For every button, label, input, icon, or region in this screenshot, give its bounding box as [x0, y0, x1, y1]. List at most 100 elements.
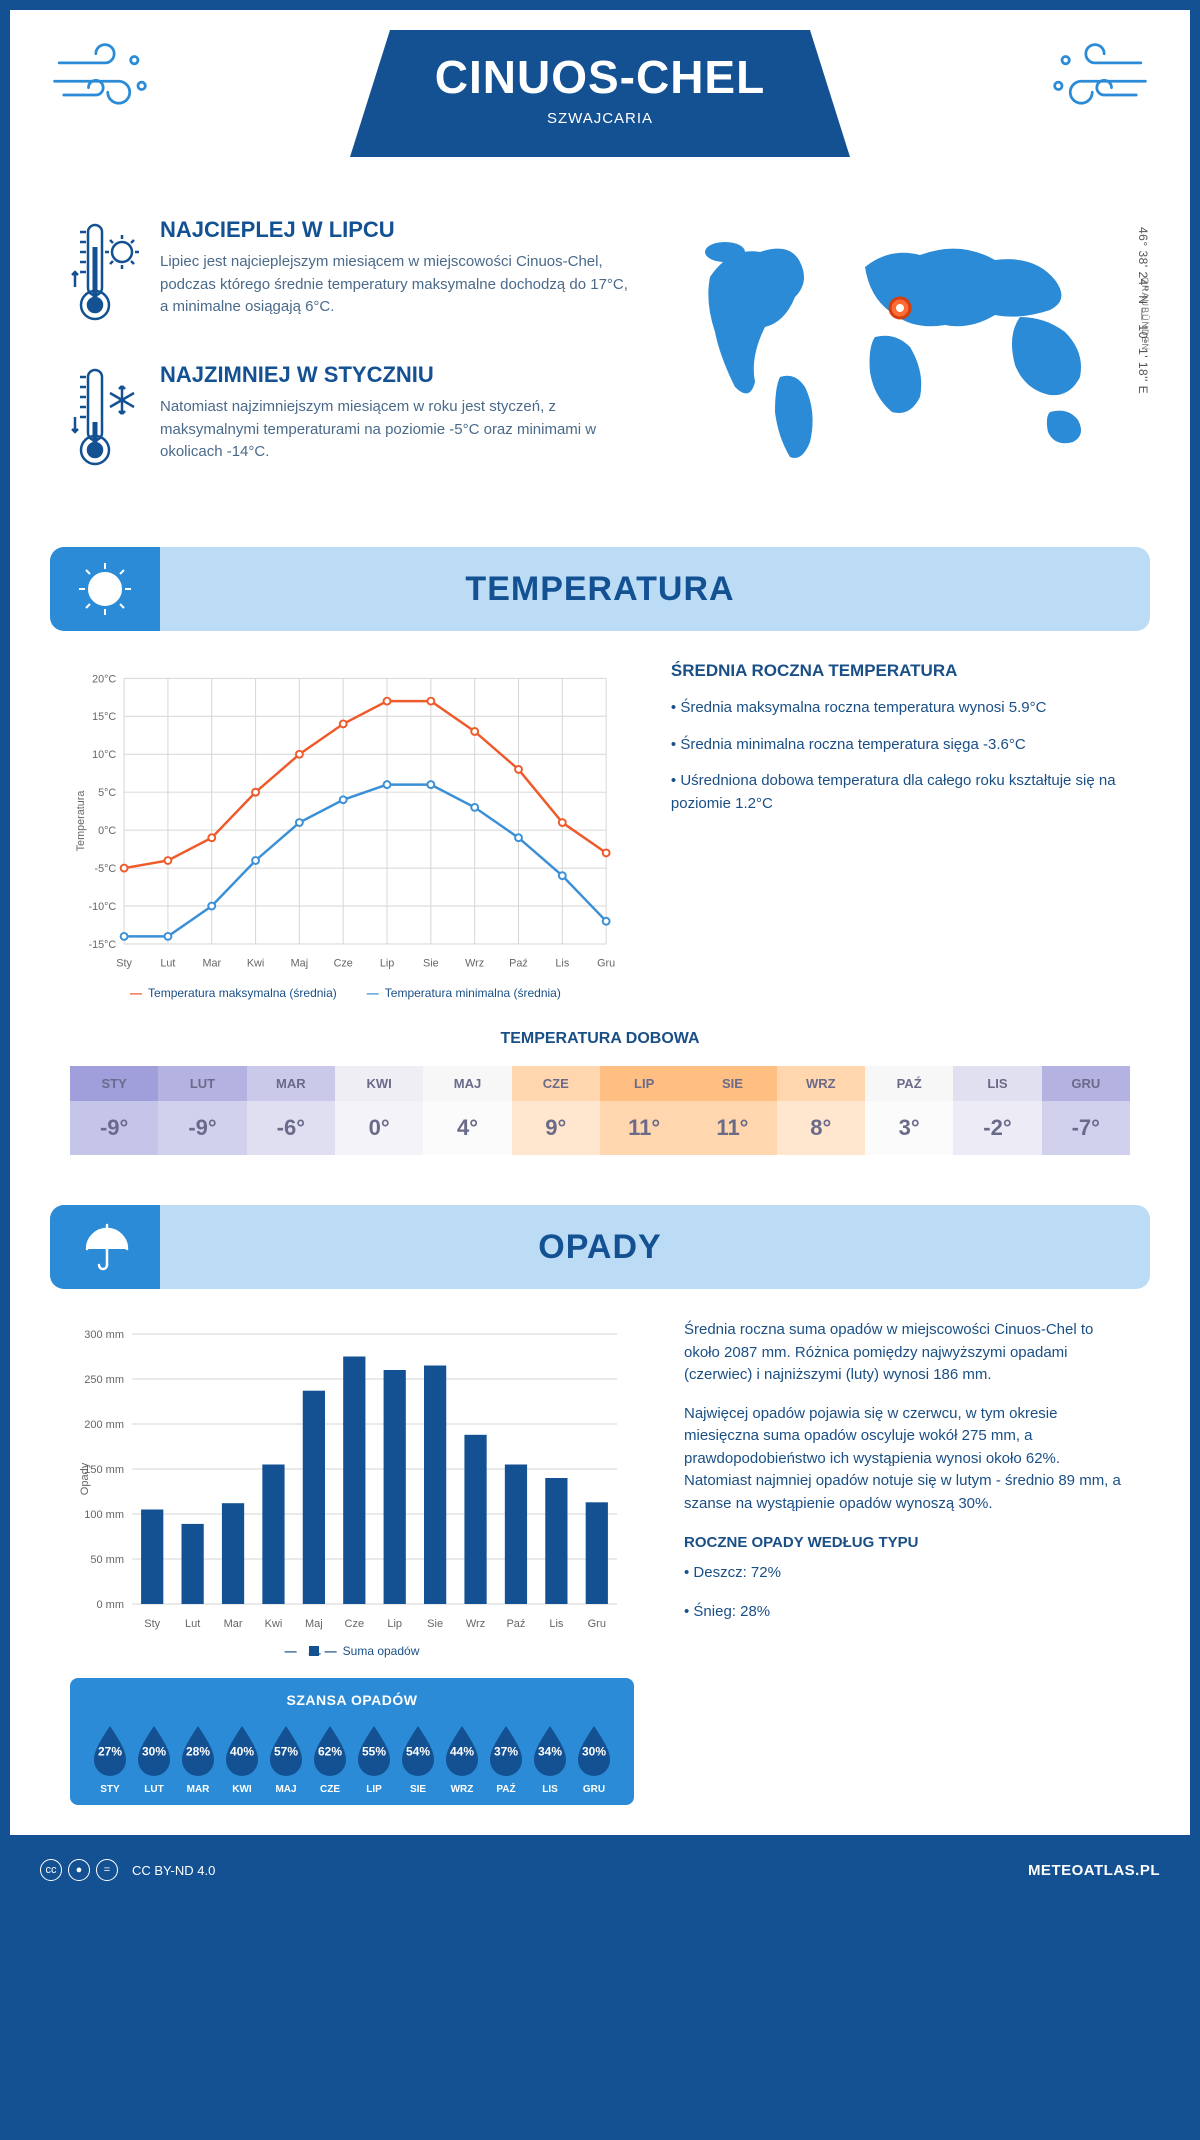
svg-text:Wrz: Wrz — [465, 958, 484, 970]
svg-text:100 mm: 100 mm — [84, 1509, 124, 1521]
temperature-section-header: TEMPERATURA — [50, 547, 1150, 631]
chance-value: 62% — [318, 1744, 342, 1758]
coldest-heading: NAJZIMNIEJ W STYCZNIU — [160, 362, 630, 388]
daily-temp-cell: MAR-6° — [247, 1066, 335, 1155]
precipitation-title: OPADY — [538, 1228, 661, 1267]
chance-month: SIE — [396, 1784, 440, 1795]
daily-temp-value: 11° — [600, 1101, 688, 1155]
page-subtitle: SZWAJCARIA — [430, 110, 770, 127]
daily-temp-value: 4° — [423, 1101, 511, 1155]
chance-drop: 55%LIP — [352, 1722, 396, 1795]
chance-drop: 44%WRZ — [440, 1722, 484, 1795]
title-banner: CINUOS-CHEL SZWAJCARIA — [350, 30, 850, 157]
daily-temp-cell: PAŹ3° — [865, 1066, 953, 1155]
temp-stats-heading: ŚREDNIA ROCZNA TEMPERATURA — [671, 661, 1130, 681]
sun-icon — [50, 547, 160, 631]
legend-min: Temperatura minimalna (średnia) — [367, 986, 561, 1000]
chance-value: 30% — [142, 1744, 166, 1758]
chance-value: 34% — [538, 1744, 562, 1758]
daily-temp-cell: WRZ8° — [777, 1066, 865, 1155]
svg-text:Lut: Lut — [185, 1618, 200, 1630]
daily-heading: TEMPERATURA DOBOWA — [70, 1030, 1130, 1048]
svg-text:Paź: Paź — [506, 1618, 525, 1630]
chance-value: 30% — [582, 1744, 606, 1758]
svg-text:Gru: Gru — [588, 1618, 606, 1630]
chance-month: CZE — [308, 1784, 352, 1795]
daily-temp-value: -7° — [1042, 1101, 1130, 1155]
temperature-legend: Temperatura maksymalna (średnia) Tempera… — [70, 986, 621, 1000]
temp-stat-line: • Średnia minimalna roczna temperatura s… — [671, 734, 1130, 757]
svg-text:Lip: Lip — [380, 958, 394, 970]
daily-temp-value: 9° — [512, 1101, 600, 1155]
daily-temp-cell: LUT-9° — [158, 1066, 246, 1155]
daily-temp-cell: STY-9° — [70, 1066, 158, 1155]
svg-text:Lis: Lis — [549, 1618, 564, 1630]
daily-month-label: GRU — [1042, 1066, 1130, 1101]
nd-icon: = — [96, 1859, 118, 1881]
precip-type-line: • Śnieg: 28% — [684, 1601, 1130, 1624]
umbrella-icon — [50, 1205, 160, 1289]
chance-value: 27% — [98, 1744, 122, 1758]
thermometer-hot-icon — [70, 217, 140, 332]
chance-drop: 54%SIE — [396, 1722, 440, 1795]
daily-month-label: LIS — [953, 1066, 1041, 1101]
svg-text:Cze: Cze — [334, 958, 353, 970]
legend-sum: Suma opadów — [285, 1644, 420, 1658]
chance-month: KWI — [220, 1784, 264, 1795]
svg-text:Mar: Mar — [202, 958, 221, 970]
svg-text:10°C: 10°C — [92, 749, 116, 761]
daily-temp-value: 8° — [777, 1101, 865, 1155]
wind-icon — [1040, 40, 1150, 120]
world-map: GRAUBÜNDEN 46° 38' 24'' N — 10° 1' 18'' … — [670, 217, 1130, 507]
daily-temp-cell: GRU-7° — [1042, 1066, 1130, 1155]
svg-text:Maj: Maj — [291, 958, 308, 970]
chance-value: 55% — [362, 1744, 386, 1758]
chance-month: MAR — [176, 1784, 220, 1795]
precipitation-chart: 0 mm50 mm100 mm150 mm200 mm250 mm300 mmS… — [70, 1319, 634, 1639]
daily-temp-value: -9° — [158, 1101, 246, 1155]
svg-text:20°C: 20°C — [92, 673, 116, 685]
daily-temp-cell: LIP11° — [600, 1066, 688, 1155]
svg-text:Lis: Lis — [555, 958, 569, 970]
svg-text:Sty: Sty — [116, 958, 132, 970]
svg-text:5°C: 5°C — [98, 787, 116, 799]
chance-value: 57% — [274, 1744, 298, 1758]
temperature-stats: ŚREDNIA ROCZNA TEMPERATURA • Średnia mak… — [671, 661, 1130, 1000]
chance-drop: 30%LUT — [132, 1722, 176, 1795]
chance-month: STY — [88, 1784, 132, 1795]
daily-month-label: PAŹ — [865, 1066, 953, 1101]
svg-text:Lut: Lut — [160, 958, 175, 970]
svg-text:200 mm: 200 mm — [84, 1419, 124, 1431]
temp-stat-line: • Uśredniona dobowa temperatura dla całe… — [671, 770, 1130, 815]
chance-heading: SZANSA OPADÓW — [88, 1692, 616, 1708]
daily-temp-cell: MAJ4° — [423, 1066, 511, 1155]
daily-month-label: MAJ — [423, 1066, 511, 1101]
svg-text:Kwi: Kwi — [247, 958, 264, 970]
hottest-body: Lipiec jest najcieplejszym miesiącem w m… — [160, 251, 630, 319]
daily-temp-value: 3° — [865, 1101, 953, 1155]
legend-max: Temperatura maksymalna (średnia) — [130, 986, 337, 1000]
chance-drop: 28% MAR — [176, 1722, 220, 1795]
svg-text:Mar: Mar — [224, 1618, 243, 1630]
precip-type-heading: ROCZNE OPADY WEDŁUG TYPU — [684, 1531, 1130, 1554]
page-title: CINUOS-CHEL — [430, 50, 770, 104]
chance-month: WRZ — [440, 1784, 484, 1795]
chance-drop: 57%MAJ — [264, 1722, 308, 1795]
daily-temp-value: 11° — [688, 1101, 776, 1155]
license-text: CC BY-ND 4.0 — [132, 1863, 215, 1878]
coldest-body: Natomiast najzimniejszym miesiącem w rok… — [160, 396, 630, 464]
temp-stat-line: • Średnia maksymalna roczna temperatura … — [671, 697, 1130, 720]
precip-p2: Najwięcej opadów pojawia się w czerwcu, … — [684, 1403, 1130, 1516]
svg-text:300 mm: 300 mm — [84, 1329, 124, 1341]
svg-text:Kwi: Kwi — [265, 1618, 283, 1630]
chance-drop: 62% CZE — [308, 1722, 352, 1795]
svg-text:Gru: Gru — [597, 958, 615, 970]
svg-text:-10°C: -10°C — [88, 901, 116, 913]
daily-month-label: KWI — [335, 1066, 423, 1101]
wind-icon — [50, 40, 160, 120]
chance-value: 37% — [494, 1744, 518, 1758]
svg-text:Cze: Cze — [345, 1618, 365, 1630]
chance-value: 28% — [186, 1744, 210, 1758]
svg-text:-15°C: -15°C — [88, 939, 116, 951]
daily-month-label: STY — [70, 1066, 158, 1101]
